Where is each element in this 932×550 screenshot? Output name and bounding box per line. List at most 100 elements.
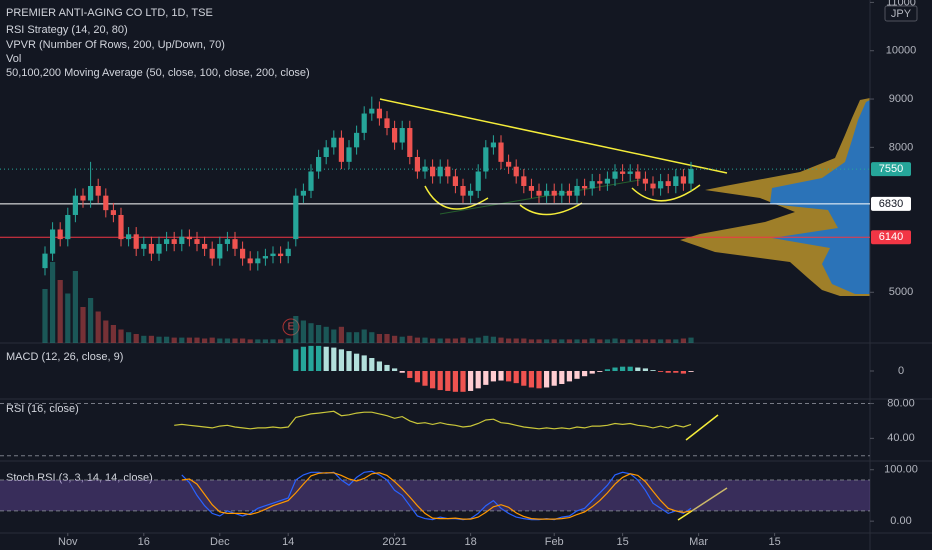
candle-body bbox=[688, 169, 694, 184]
earnings-label[interactable]: E bbox=[288, 322, 295, 333]
macd-bar bbox=[346, 351, 352, 371]
candle-body bbox=[42, 253, 48, 269]
volume-bar bbox=[278, 339, 284, 343]
volume-bar bbox=[384, 334, 390, 343]
panel-title[interactable]: Stoch RSI (3, 3, 14, 14, close) bbox=[6, 472, 153, 484]
volume-bar bbox=[627, 339, 633, 343]
candle-body bbox=[604, 178, 611, 184]
candle-body bbox=[163, 239, 170, 244]
volume-bar bbox=[407, 335, 413, 343]
candle-body bbox=[194, 239, 200, 244]
macd-bar bbox=[300, 346, 307, 371]
candle-body bbox=[437, 166, 443, 177]
macd-bar bbox=[566, 371, 573, 382]
macd-bar bbox=[544, 371, 550, 388]
macd-bar bbox=[589, 371, 595, 374]
volume-bar bbox=[224, 338, 230, 343]
indicator-label[interactable]: Vol bbox=[6, 53, 21, 65]
candle-body bbox=[665, 181, 671, 186]
volume-bar bbox=[673, 339, 679, 343]
candle-body bbox=[559, 190, 565, 196]
panel-title[interactable]: RSI (16, close) bbox=[6, 403, 79, 415]
candle-body bbox=[148, 243, 154, 254]
macd-bar bbox=[331, 347, 337, 371]
volume-bar bbox=[688, 337, 694, 343]
volume-bar bbox=[544, 339, 550, 343]
volume-bar bbox=[490, 336, 497, 343]
candle-body bbox=[574, 185, 580, 196]
candle-body bbox=[87, 185, 94, 201]
macd-bar bbox=[445, 371, 451, 391]
macd-bar bbox=[536, 371, 542, 389]
candle-body bbox=[103, 195, 109, 211]
macd-bar bbox=[354, 353, 360, 371]
macd-bar bbox=[574, 371, 580, 379]
candle-body bbox=[354, 132, 360, 148]
volume-bar bbox=[110, 325, 116, 343]
macd-bar bbox=[422, 371, 428, 386]
x-tick-label: 14 bbox=[282, 536, 294, 548]
candle-body bbox=[597, 181, 603, 184]
volume-bar bbox=[376, 334, 383, 343]
macd-bar bbox=[551, 371, 557, 386]
volume-bar bbox=[125, 332, 132, 343]
candle-body bbox=[452, 176, 459, 186]
macd-bar bbox=[521, 371, 527, 386]
panel-title[interactable]: MACD (12, 26, close, 9) bbox=[6, 351, 123, 363]
macd-bar bbox=[490, 371, 497, 382]
candle-body bbox=[680, 176, 687, 184]
volume-bar bbox=[369, 332, 375, 343]
indicator-label[interactable]: RSI Strategy (14, 20, 80) bbox=[6, 24, 128, 36]
price-level-box bbox=[871, 162, 911, 177]
y-tick-label: 100.00 bbox=[884, 464, 918, 476]
candle-body bbox=[635, 171, 641, 179]
macd-bar bbox=[620, 366, 626, 371]
candle-body bbox=[72, 195, 78, 215]
indicator-label[interactable]: 50,100,200 Moving Average (50, close, 10… bbox=[6, 67, 310, 79]
earnings-marker[interactable] bbox=[282, 318, 300, 336]
candle-body bbox=[589, 181, 595, 189]
indicator-label[interactable]: VPVR (Number Of Rows, 200, Up/Down, 70) bbox=[6, 39, 225, 51]
candle-body bbox=[278, 253, 284, 257]
candle-body bbox=[49, 229, 56, 254]
volume-bar bbox=[148, 335, 154, 343]
candle-body bbox=[422, 166, 428, 172]
candle-body bbox=[430, 166, 436, 177]
volume-bar bbox=[217, 338, 223, 343]
candle-body bbox=[544, 190, 550, 196]
x-tick-label: Dec bbox=[210, 536, 230, 548]
volume-bar bbox=[308, 323, 314, 343]
currency-box[interactable] bbox=[884, 5, 918, 22]
volume-bar bbox=[475, 337, 481, 343]
candle-body bbox=[658, 181, 664, 189]
candle-body bbox=[156, 243, 162, 254]
candle-body bbox=[528, 185, 535, 191]
candle-body bbox=[179, 236, 185, 244]
y-tick-label: 11000 bbox=[886, 0, 916, 8]
candle-body bbox=[642, 178, 649, 184]
trend-line bbox=[379, 98, 728, 174]
volume-bar bbox=[460, 337, 466, 343]
stoch-drawing bbox=[677, 487, 728, 521]
volume-bar bbox=[49, 262, 56, 343]
candle-body bbox=[551, 190, 557, 196]
macd-bar bbox=[414, 371, 421, 383]
volume-bar bbox=[346, 332, 352, 343]
volume-bar bbox=[209, 337, 215, 343]
candle-body bbox=[475, 171, 481, 191]
macd-bar bbox=[559, 371, 565, 384]
candle-body bbox=[95, 185, 101, 196]
volume-bar bbox=[680, 338, 687, 343]
y-tick-label: 80.00 bbox=[887, 397, 915, 409]
candle-body bbox=[80, 195, 86, 201]
rsi-line bbox=[174, 410, 692, 430]
candle-body bbox=[209, 248, 215, 259]
currency-label[interactable]: JPY bbox=[891, 8, 912, 20]
macd-bar bbox=[437, 371, 443, 391]
volume-bar bbox=[620, 339, 626, 343]
macd-bar bbox=[452, 371, 459, 392]
volume-bar bbox=[247, 339, 253, 343]
volume-bar bbox=[186, 337, 192, 343]
volume-bar bbox=[399, 336, 405, 343]
